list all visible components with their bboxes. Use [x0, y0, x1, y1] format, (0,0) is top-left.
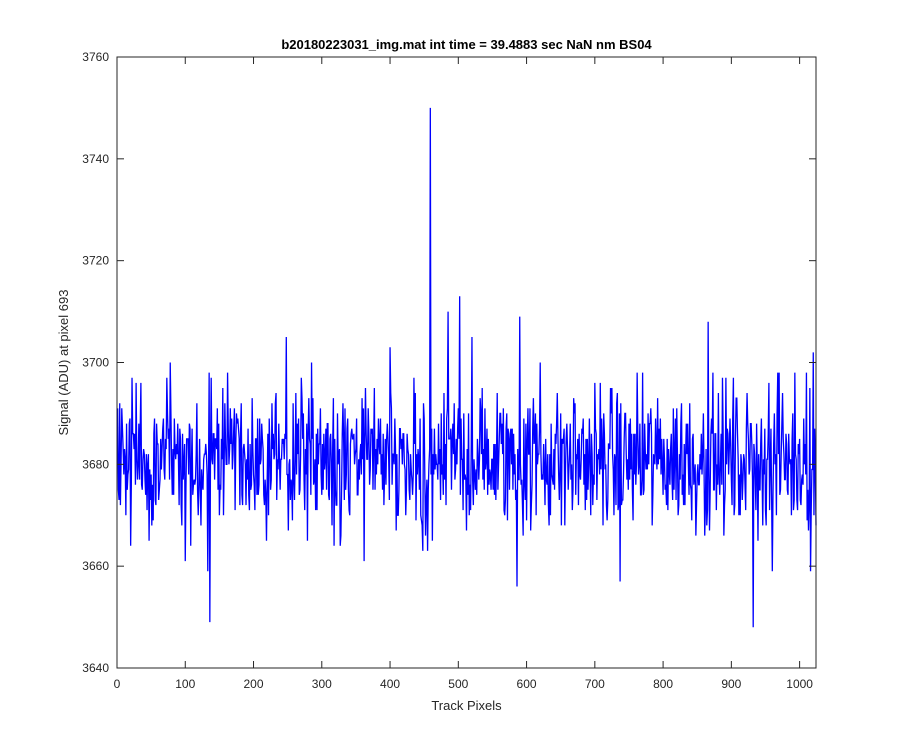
y-axis-ticks: 3640 3660 3680 3700 3720 3740 3760: [82, 50, 816, 675]
x-tick-label: 700: [585, 677, 605, 691]
x-tick-label: 200: [244, 677, 264, 691]
x-axis-ticks: 0 100 200 300 400 500 600 700 800 900 1000: [114, 57, 813, 691]
y-tick-label: 3700: [82, 356, 109, 370]
y-axis-label: Signal (ADU) at pixel 693: [56, 290, 71, 436]
x-tick-label: 300: [312, 677, 332, 691]
series-line: [117, 107, 817, 628]
x-tick-label: 1000: [786, 677, 813, 691]
y-tick-label: 3720: [82, 254, 109, 268]
series-layer: [117, 107, 817, 628]
x-tick-label: 900: [721, 677, 741, 691]
x-tick-label: 100: [175, 677, 195, 691]
x-tick-label: 400: [380, 677, 400, 691]
y-tick-label: 3760: [82, 50, 109, 64]
chart-title: b20180223031_img.mat int time = 39.4883 …: [281, 37, 652, 52]
x-tick-label: 500: [448, 677, 468, 691]
y-tick-label: 3680: [82, 457, 109, 471]
plot-area: [117, 57, 816, 668]
y-tick-label: 3640: [82, 661, 109, 675]
y-tick-label: 3740: [82, 152, 109, 166]
x-tick-label: 0: [114, 677, 121, 691]
x-axis-label: Track Pixels: [431, 698, 502, 713]
x-tick-label: 800: [653, 677, 673, 691]
y-tick-label: 3660: [82, 559, 109, 573]
x-tick-label: 600: [517, 677, 537, 691]
